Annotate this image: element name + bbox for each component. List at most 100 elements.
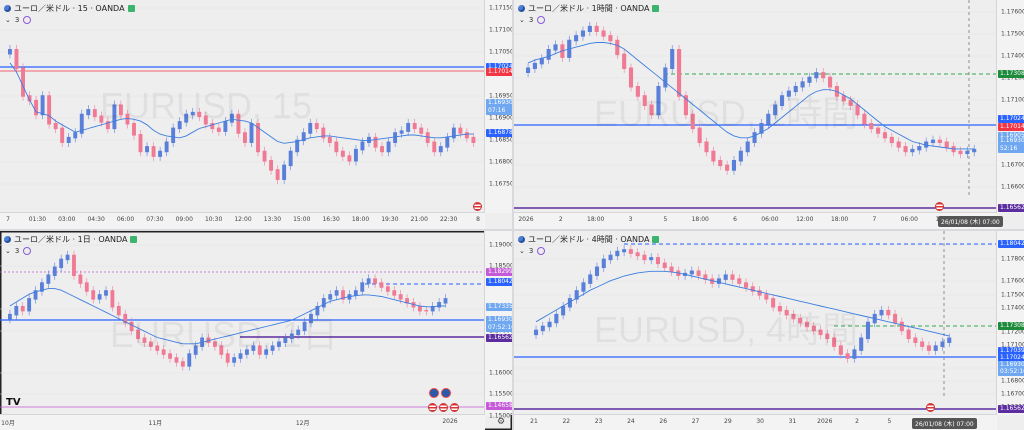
price-axis[interactable]: 1.17150 1.17100 1.17050 1.16950 1.16900 1.168…	[484, 0, 512, 213]
crosshair-date-label: 26/01/08 (木) 07:00	[938, 216, 1003, 227]
candle-body	[27, 95, 32, 102]
time-axis[interactable]: 7 01:30 03:00 04:30 06:00 07:30 09:00 10:30 12:0…	[0, 212, 485, 229]
crosshair-date-label: 26/01/08 (木) 07:00	[912, 418, 977, 429]
chart-canvas-1d[interactable]	[0, 231, 485, 415]
us-flag-icon[interactable]	[926, 403, 935, 412]
candle-body	[334, 141, 339, 153]
chart-canvas-15m[interactable]	[0, 0, 485, 213]
candle-body	[725, 164, 730, 171]
indicator-icon[interactable]	[537, 16, 546, 24]
time-axis[interactable]: 21222324262729303120262567	[514, 414, 997, 430]
gear-icon[interactable]: ⚙	[497, 417, 506, 427]
chevron-down-icon[interactable]: ⌄	[5, 247, 11, 255]
chart-title: ユーロ／米ドル · 4時間 · OANDA	[518, 234, 660, 245]
candle-body	[132, 122, 136, 136]
candle-body	[116, 305, 121, 316]
chart-panel-1h[interactable]: EURUSD, 1時間 ユーロ／米ドル · 1時間 · OANDA ⌄ 3 1.…	[514, 0, 1024, 229]
chevron-down-icon[interactable]: ⌄	[5, 16, 11, 24]
candle-body	[425, 132, 430, 143]
candle-body	[655, 257, 660, 265]
price-axis[interactable]: 1.179001.178001.176001.175001.174001.172…	[996, 231, 1024, 415]
time-tick-label: 10月	[1, 420, 15, 427]
candle-body	[236, 113, 241, 134]
indicator-icon[interactable]	[23, 247, 32, 255]
chart-canvas-4h[interactable]	[514, 231, 997, 415]
candle-body	[786, 90, 791, 97]
candle-body	[832, 337, 837, 347]
event-icon[interactable]	[429, 388, 439, 398]
time-tick-label: 27	[691, 418, 700, 425]
time-tick-label: 18:00	[587, 216, 605, 223]
price-label-text: 1.17024	[488, 63, 512, 70]
chart-panel-1d[interactable]: EURUSD, 1日 ユーロ／米ドル · 1日 · OANDA ⌄ 3 1.19…	[0, 231, 512, 430]
price-label-text: 1.16562	[488, 334, 512, 341]
candle-body	[825, 333, 830, 340]
candle-body	[52, 266, 57, 276]
chart-panel-15m[interactable]: EURUSD, 15 ユーロ／米ドル · 15 · OANDA ⌄ 3 1.17…	[0, 0, 512, 229]
candle-body	[886, 309, 891, 316]
candle-body	[669, 266, 674, 272]
candle-body	[229, 113, 234, 123]
candle-body	[112, 104, 117, 130]
indicator-legend[interactable]: ⌄ 3	[519, 16, 546, 24]
chart-panel-4h[interactable]: EURUSD, 4時間 ユーロ／米ドル · 4時間 · OANDA ⌄ 3 1.…	[514, 231, 1024, 430]
time-tick-label: 26	[659, 418, 668, 425]
us-flag-icon[interactable]	[473, 202, 482, 211]
candle-body	[392, 290, 397, 296]
candle-body	[798, 317, 803, 324]
us-flag-icon[interactable]	[439, 403, 448, 412]
candle-body	[804, 321, 810, 328]
indicator-icon[interactable]	[23, 16, 32, 24]
chart-title-text: ユーロ／米ドル · 15 · OANDA	[14, 4, 125, 13]
candle-body	[738, 150, 743, 162]
time-tick-label: 2026	[817, 418, 833, 425]
candle-body	[399, 130, 404, 134]
chevron-down-icon[interactable]: ⌄	[519, 16, 525, 24]
indicator-legend[interactable]: ⌄ 3	[519, 247, 546, 255]
candle-body	[649, 104, 654, 116]
moving-average-line	[9, 62, 474, 144]
price-label: 1.17014	[486, 68, 512, 76]
price-tick-label: 1.16900	[489, 114, 512, 122]
price-label-text: 1.18042	[488, 278, 512, 285]
candle-body	[445, 136, 450, 148]
candle-body	[532, 62, 537, 69]
time-axis[interactable]: 10月 11月 12月 2026	[0, 414, 485, 430]
candle-body	[138, 134, 143, 153]
candle-body	[14, 48, 19, 69]
event-icon[interactable]	[441, 388, 451, 398]
price-label-text: 1.17335	[488, 303, 512, 310]
candle-body	[373, 136, 378, 148]
us-flag-icon[interactable]	[428, 403, 437, 412]
indicator-legend[interactable]: ⌄ 3	[5, 16, 32, 24]
candle-body	[662, 262, 667, 269]
chart-canvas-1h[interactable]	[514, 0, 997, 213]
candle-body	[752, 132, 757, 143]
time-tick-label: 21:00	[410, 216, 428, 223]
us-flag-icon[interactable]	[935, 202, 944, 211]
candle-body	[419, 127, 424, 134]
candle-body	[398, 294, 403, 300]
price-label-text: 1.17039	[1000, 347, 1024, 354]
tradingview-logo[interactable]: TV	[6, 397, 21, 408]
market-open-icon	[652, 5, 660, 12]
candle-body	[737, 278, 742, 284]
time-tick-label: 2	[558, 216, 563, 223]
eur-flag-icon	[4, 5, 11, 12]
indicator-icon[interactable]	[537, 247, 546, 255]
time-tick-label: 30	[756, 418, 764, 425]
price-axis[interactable]: 1.190001.185001.175001.170001.160001.155…	[484, 231, 512, 420]
indicator-legend[interactable]: ⌄ 3	[5, 247, 32, 255]
time-axis[interactable]: 2026218:003518:00606:0012:0018:00706:001…	[514, 212, 997, 229]
candle-body	[341, 290, 345, 300]
price-tick-label: 1.17400	[1001, 304, 1024, 312]
price-label: 1.16878	[486, 129, 512, 137]
candle-body	[373, 278, 377, 284]
candle-body	[793, 85, 798, 93]
chevron-down-icon[interactable]: ⌄	[519, 247, 525, 255]
price-axis[interactable]: 1.17600 1.17500 1.17400 1.17200 1.17100 1.169…	[996, 0, 1024, 213]
candle-body	[744, 282, 749, 288]
time-tick-label: 04:30	[87, 216, 105, 223]
us-flag-icon[interactable]	[450, 403, 459, 412]
candle-body	[136, 329, 140, 340]
